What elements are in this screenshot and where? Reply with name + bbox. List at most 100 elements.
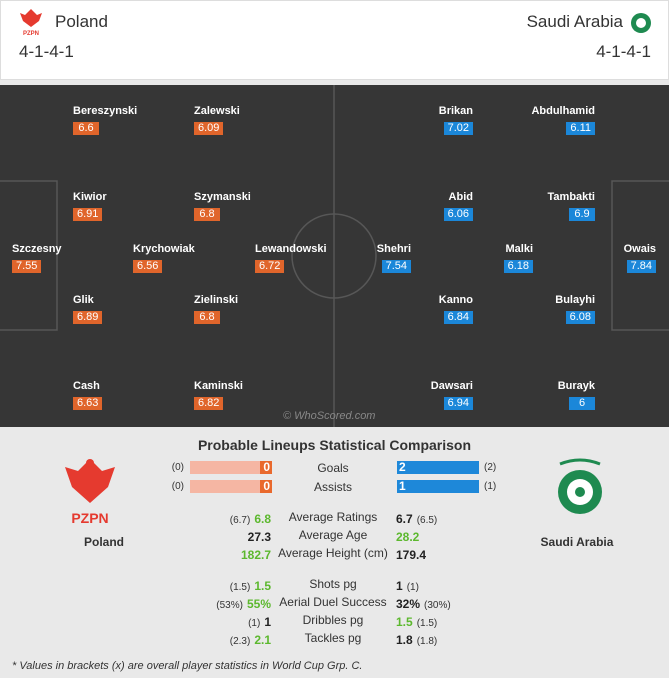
away-value: 32%: [396, 597, 421, 611]
comparison-title: Probable Lineups Statistical Comparison: [197, 437, 472, 453]
away-value: 1.5: [396, 615, 413, 629]
away-crest: [558, 458, 602, 514]
player-name: Tambakti: [547, 191, 595, 203]
home-overall: (6.7): [229, 515, 251, 526]
home-track: [190, 461, 272, 474]
home-overall: (1): [248, 618, 261, 629]
away-overall: (2): [484, 462, 497, 473]
home-crest: PZPN: [65, 459, 115, 526]
player-rating: 6.06: [443, 208, 473, 221]
home-value: 27.3: [247, 530, 271, 544]
player-rating: 6.8: [194, 311, 220, 324]
away-formation: 4-1-4-1: [596, 42, 651, 61]
home-stat: (2.3) 2.1: [230, 631, 271, 649]
home-value: 0: [263, 479, 270, 493]
player-name: Cash: [73, 380, 100, 392]
stat-label: Dribbles pg: [302, 613, 364, 627]
header: PZPN Poland 4-1-4-1 Saudi Arabia 4-1-4-1: [0, 0, 669, 80]
player-rating: 6.11: [566, 122, 595, 135]
player-rating: 6.89: [73, 311, 103, 324]
home-value: 1: [264, 615, 271, 629]
stat-label: Aerial Duel Success: [279, 595, 387, 609]
away-stat: 1.8 (1.8): [396, 631, 437, 649]
home-name: Poland: [55, 12, 108, 31]
away-name: Saudi Arabia: [526, 12, 623, 31]
player-name: Lewandowski: [255, 243, 327, 255]
home-value: 1.5: [254, 579, 271, 593]
player-rating: 6.82: [194, 397, 224, 410]
home-overall: (1.5): [229, 582, 251, 593]
player-rating: 6.08: [565, 311, 595, 324]
stat-label: Goals: [317, 461, 349, 475]
player-rating: 6.18: [503, 260, 533, 273]
away-value: 6.7: [396, 512, 413, 526]
away-stat: 179.4: [396, 546, 426, 564]
player-rating: 6.8: [194, 208, 220, 221]
stat-label: Average Height (cm): [278, 546, 388, 560]
away-overall: (1.5): [416, 618, 438, 629]
player-rating: 6: [569, 397, 595, 410]
player-name: Zielinski: [194, 294, 239, 306]
away-overall: (1): [484, 481, 497, 492]
player-name: Brikan: [438, 105, 473, 117]
watermark: © WhoScored.com: [283, 410, 376, 422]
away-stat: 6.7 (6.5): [396, 510, 437, 528]
player-name: Kiwior: [73, 191, 107, 203]
home-value: 6.8: [254, 512, 271, 526]
stat-label: Average Ratings: [288, 510, 378, 524]
player-name: Bulayhi: [555, 294, 595, 306]
player-name: Abid: [448, 191, 473, 203]
player-name: Abdulhamid: [531, 105, 595, 117]
player-rating: 6.91: [73, 208, 103, 221]
home-track: [190, 480, 272, 493]
player-name: Zalewski: [194, 105, 240, 117]
logo-text: PZPN: [23, 31, 39, 37]
away-value: 28.2: [396, 530, 420, 544]
player-name: Dawsari: [430, 380, 473, 392]
away-overall: (30%): [424, 600, 451, 611]
player-rating: 6.09: [194, 122, 224, 135]
player-name: Kaminski: [194, 380, 243, 392]
player-rating: 7.54: [381, 260, 411, 273]
player-name: Burayk: [557, 380, 595, 392]
player-name: Kanno: [438, 294, 473, 306]
player-rating: 7.02: [443, 122, 473, 135]
home-stat: 27.3: [248, 528, 271, 546]
stat-label: Tackles pg: [304, 631, 362, 645]
home-value: 0: [263, 460, 270, 474]
home-bar: [260, 461, 272, 474]
home-overall: (0): [171, 462, 184, 473]
home-overall: (2.3): [229, 636, 251, 647]
away-overall: (1): [406, 582, 419, 593]
footnote: * Values in brackets (x) are overall pla…: [12, 660, 363, 672]
home-value: 182.7: [240, 548, 271, 562]
away-stat: 32% (30%): [396, 595, 451, 613]
player-rating: 6.56: [133, 260, 163, 273]
player-rating: 6.72: [255, 260, 285, 273]
home-stat: 182.7: [241, 546, 271, 564]
away-bar: [397, 461, 479, 474]
player-name: Szymanski: [194, 191, 251, 203]
pitch: © WhoScored.com Bereszynski 6.6 Zalewski 6.…: [0, 85, 669, 427]
away-logo: [631, 13, 651, 33]
player-rating: 6.63: [73, 397, 103, 410]
player-name: Malki: [505, 243, 533, 255]
away-value: 179.4: [396, 548, 427, 562]
player-name: Owais: [623, 243, 656, 255]
away-stat: 28.2: [396, 528, 419, 546]
home-stat: (53%) 55%: [216, 595, 271, 613]
away-stat: 1.5 (1.5): [396, 613, 437, 631]
player-rating: 6.9: [569, 208, 595, 221]
away-stat: 1 (1): [396, 577, 419, 595]
home-stat: (1.5) 1.5: [230, 577, 271, 595]
home-bar: [260, 480, 272, 493]
home-stat: (6.7) 6.8: [230, 510, 271, 528]
away-bar: [397, 480, 479, 493]
player-rating: 6.84: [443, 311, 473, 324]
home-logo: PZPN: [20, 9, 42, 37]
home-stat: (1) 1: [248, 613, 271, 631]
home-team: Poland: [83, 535, 124, 549]
away-value: 1: [399, 479, 406, 493]
home-formation: 4-1-4-1: [19, 42, 74, 61]
